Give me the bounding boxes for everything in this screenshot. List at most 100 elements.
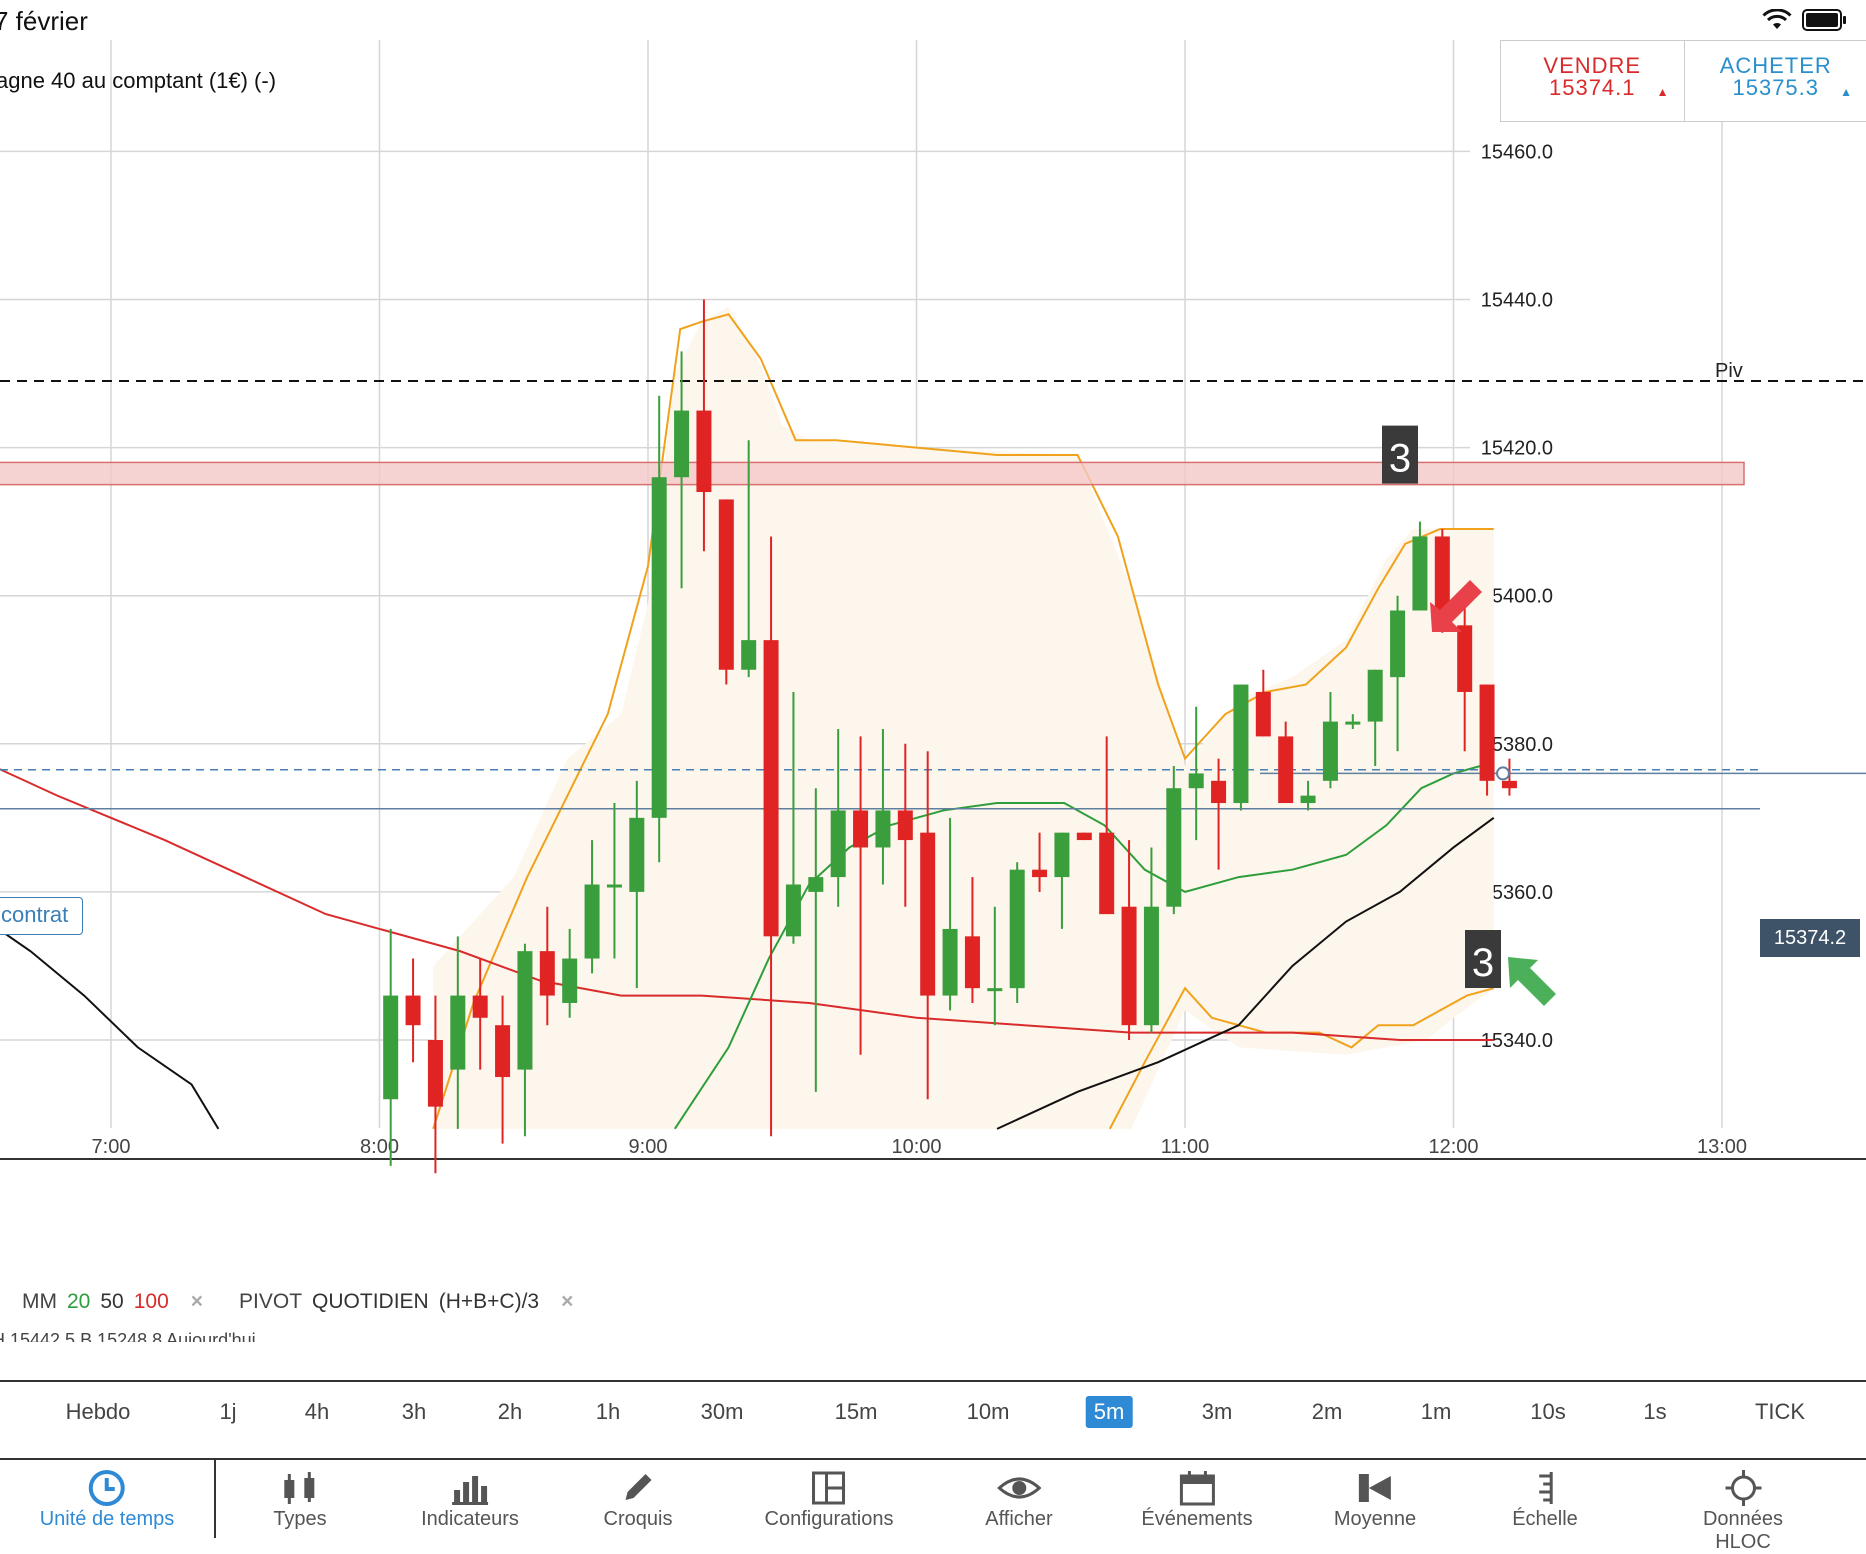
bars-icon — [421, 1468, 519, 1508]
toolbar-calendar-button[interactable]: Événements — [1141, 1468, 1252, 1531]
candle-body — [1189, 773, 1204, 788]
toolbar-label: Données HLOC — [1682, 1508, 1805, 1554]
timeframe-1m[interactable]: 1m — [1413, 1396, 1460, 1428]
legend-mm: MM — [22, 1290, 57, 1314]
candle-body — [1099, 833, 1114, 914]
x-tick-label: 11:00 — [1161, 1136, 1210, 1158]
candle-body — [607, 884, 622, 887]
legend-mm-20: 20 — [67, 1290, 90, 1314]
timeframe-3m[interactable]: 3m — [1194, 1396, 1241, 1428]
ma-50-line — [0, 914, 218, 1129]
toolbar-label: Configurations — [765, 1508, 894, 1531]
toolbar-pencil-button[interactable]: Croquis — [604, 1468, 673, 1531]
timeframe-10s[interactable]: 10s — [1522, 1396, 1573, 1428]
timeframe-2h[interactable]: 2h — [490, 1396, 530, 1428]
candle-body — [1122, 907, 1137, 1025]
resistance-zone — [0, 462, 1744, 484]
layout-icon — [765, 1468, 894, 1508]
candle-body — [1480, 685, 1495, 781]
up-triangle-icon: ▲ — [1840, 81, 1853, 103]
timeframe-tick[interactable]: TICK — [1747, 1396, 1813, 1428]
timeframe-1j[interactable]: 1j — [211, 1396, 244, 1428]
candle-body — [1010, 870, 1025, 988]
timeframe-hebdo[interactable]: Hebdo — [58, 1396, 139, 1428]
instrument-title: agne 40 au comptant (1€) (-) — [0, 68, 276, 94]
contract-tag[interactable]: contrat — [0, 897, 83, 935]
candle-body — [1032, 870, 1047, 877]
timeframe-15m[interactable]: 15m — [827, 1396, 886, 1428]
timeframe-1s[interactable]: 1s — [1635, 1396, 1674, 1428]
toolbar-average-button[interactable]: Moyenne — [1334, 1468, 1416, 1531]
toolbar-label: Unité de temps — [40, 1508, 175, 1531]
toolbar-crosshair-button[interactable]: Données HLOC — [1682, 1468, 1805, 1554]
remove-pivot-icon[interactable]: × — [561, 1290, 573, 1314]
toolbar-eye-button[interactable]: Afficher — [985, 1468, 1052, 1531]
scale-icon — [1512, 1468, 1578, 1508]
legend-pivot-period: QUOTIDIEN — [312, 1290, 429, 1314]
up-triangle-icon: ▲ — [1657, 81, 1670, 103]
candle-body — [875, 810, 890, 847]
toolbar-label: Événements — [1141, 1508, 1252, 1531]
candle-body — [1412, 536, 1427, 610]
timeframe-4h[interactable]: 4h — [297, 1396, 337, 1428]
candle-body — [719, 499, 734, 669]
buy-button[interactable]: ACHETER 15375.3 ▲ — [1684, 41, 1866, 121]
candle-body — [1301, 796, 1316, 803]
hloc-summary: H 15442.5 B 15248.8 Aujourd'hui — [0, 1330, 256, 1342]
pivot-label: Piv — [1715, 360, 1743, 382]
timeframe-1h[interactable]: 1h — [588, 1396, 628, 1428]
battery-icon — [1802, 8, 1848, 32]
trade-panel: VENDRE 15374.1 ▲ ACHETER 15375.3 ▲ — [1500, 40, 1866, 122]
candle-body — [674, 411, 689, 478]
candle-body — [741, 640, 756, 670]
candle-body — [473, 996, 488, 1018]
x-tick-label: 10:00 — [891, 1136, 941, 1158]
legend-pivot-formula: (H+B+C)/3 — [439, 1290, 539, 1314]
candle-body — [808, 877, 823, 892]
candle-body — [1390, 611, 1405, 678]
x-tick-label: 8:00 — [360, 1136, 399, 1158]
sell-button[interactable]: VENDRE 15374.1 ▲ — [1501, 41, 1684, 121]
candle-body — [406, 996, 421, 1026]
timeframe-10m[interactable]: 10m — [959, 1396, 1018, 1428]
timeframe-30m[interactable]: 30m — [693, 1396, 752, 1428]
candle-body — [1211, 781, 1226, 803]
marker-label: 3 — [1472, 941, 1494, 985]
toolbar-layout-button[interactable]: Configurations — [765, 1468, 894, 1531]
clock-icon — [40, 1468, 175, 1508]
candle-body — [562, 959, 577, 1003]
candle-body — [1323, 722, 1338, 781]
y-tick-label: 15440.0 — [1481, 290, 1553, 312]
indicator-legend: MM 20 50 100 × PIVOT QUOTIDIEN (H+B+C)/3… — [22, 1290, 609, 1314]
x-tick-label: 9:00 — [629, 1136, 668, 1158]
timeframe-5m[interactable]: 5m — [1086, 1396, 1133, 1428]
toolbar-scale-button[interactable]: Échelle — [1512, 1468, 1578, 1531]
toolbar-label: Moyenne — [1334, 1508, 1416, 1531]
candle-body — [831, 810, 846, 877]
remove-mm-icon[interactable]: × — [191, 1290, 203, 1314]
buy-price: 15375.3 — [1685, 77, 1866, 99]
candle-body — [383, 996, 398, 1100]
green-arrow-icon — [1508, 957, 1556, 1006]
candle-body — [898, 810, 913, 840]
toolbar-label: Afficher — [985, 1508, 1052, 1531]
candle-body — [1054, 833, 1069, 877]
calendar-icon — [1141, 1468, 1252, 1508]
candle-body — [786, 884, 801, 936]
envelope-fill — [433, 307, 1494, 1129]
status-date: 7 février — [0, 6, 88, 37]
toolbar-clock-button[interactable]: Unité de temps — [40, 1468, 175, 1531]
toolbar-label: Croquis — [604, 1508, 673, 1531]
timeframe-2m[interactable]: 2m — [1304, 1396, 1351, 1428]
candle-body — [629, 818, 644, 892]
eye-icon — [985, 1468, 1052, 1508]
candle-body — [764, 640, 779, 936]
toolbar-bars-button[interactable]: Indicateurs — [421, 1468, 519, 1531]
average-icon — [1334, 1468, 1416, 1508]
timeframe-3h[interactable]: 3h — [394, 1396, 434, 1428]
candle-body — [1166, 788, 1181, 906]
status-bar: 7 février — [0, 0, 1866, 40]
bottom-toolbar: Unité de temps Types Indicateurs Croquis Con… — [0, 1458, 1866, 1538]
toolbar-candles-button[interactable]: Types — [273, 1468, 326, 1531]
